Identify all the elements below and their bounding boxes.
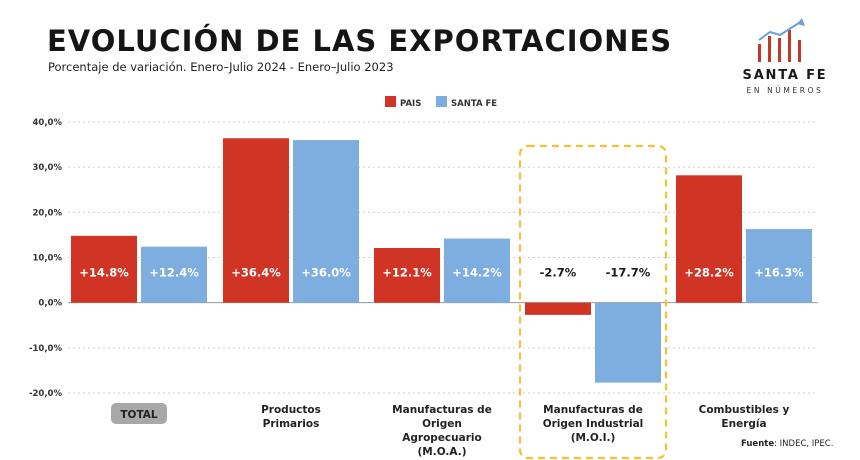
category-label: Energía — [721, 418, 766, 430]
data-label: +36.4% — [231, 266, 281, 280]
brand-tagline: EN NÚMEROS — [746, 86, 824, 95]
chart-subtitle: Porcentaje de variación. Enero–Julio 202… — [48, 60, 394, 74]
source-text: : INDEC, IPEC. — [774, 439, 834, 449]
data-label: +36.0% — [301, 266, 351, 280]
category-label: Agropecuario — [402, 432, 481, 444]
legend-label-pais: PAIS — [400, 99, 421, 109]
category-label: Combustibles y — [699, 404, 790, 416]
category-label: Manufacturas de — [543, 404, 643, 416]
data-label: +28.2% — [684, 266, 734, 280]
y-tick-label: -20,0% — [29, 389, 62, 399]
legend-swatch-pais — [385, 96, 396, 107]
category-label: TOTAL — [120, 409, 158, 421]
bar-santa-fe — [444, 238, 510, 303]
bar-santa-fe — [595, 302, 661, 383]
bar-pais — [525, 302, 591, 315]
category-label: Origen Industrial — [543, 418, 644, 430]
chart-title: EVOLUCIÓN DE LAS EXPORTACIONES — [47, 24, 673, 58]
y-tick-label: 10,0% — [33, 254, 63, 264]
bar-santa-fe — [746, 229, 812, 303]
legend-label-santa-fe: SANTA FE — [451, 99, 497, 109]
brand-name: SANTA FE — [742, 68, 828, 83]
category-label: Primarios — [263, 418, 320, 430]
data-label: +14.8% — [79, 266, 129, 280]
y-tick-label: 40,0% — [33, 118, 63, 128]
category-label: (M.O.A.) — [417, 446, 466, 458]
category-label: Origen — [422, 418, 462, 430]
bar-growth-arrow-icon — [758, 18, 805, 62]
source-note: Fuente: INDEC, IPEC. — [741, 439, 833, 449]
bar-pais — [676, 175, 742, 303]
category-label: (M.O.I.) — [571, 432, 616, 444]
bar-pais — [71, 235, 137, 303]
total-pill — [111, 403, 167, 424]
category-label: Productos — [261, 404, 321, 416]
y-tick-label: 0,0% — [38, 299, 62, 309]
source-label: Fuente — [741, 439, 775, 449]
brand-logo: SANTA FE EN NÚMEROS — [738, 18, 832, 98]
legend-swatch-santa-fe — [436, 96, 447, 107]
bar-pais — [374, 248, 440, 303]
data-label: +12.4% — [149, 266, 199, 280]
y-tick-label: 30,0% — [33, 163, 63, 173]
data-label: +14.2% — [452, 266, 502, 280]
category-label: Manufacturas de — [392, 404, 492, 416]
data-label: +16.3% — [754, 266, 804, 280]
data-label: -17.7% — [606, 266, 651, 280]
y-tick-label: -10,0% — [29, 344, 62, 354]
data-label: +12.1% — [382, 266, 432, 280]
bar-santa-fe — [293, 140, 359, 303]
highlight-box — [518, 144, 668, 460]
data-label: -2.7% — [540, 266, 577, 280]
bar-santa-fe — [141, 246, 207, 303]
y-tick-label: 20,0% — [33, 208, 63, 218]
bar-pais — [223, 138, 289, 303]
